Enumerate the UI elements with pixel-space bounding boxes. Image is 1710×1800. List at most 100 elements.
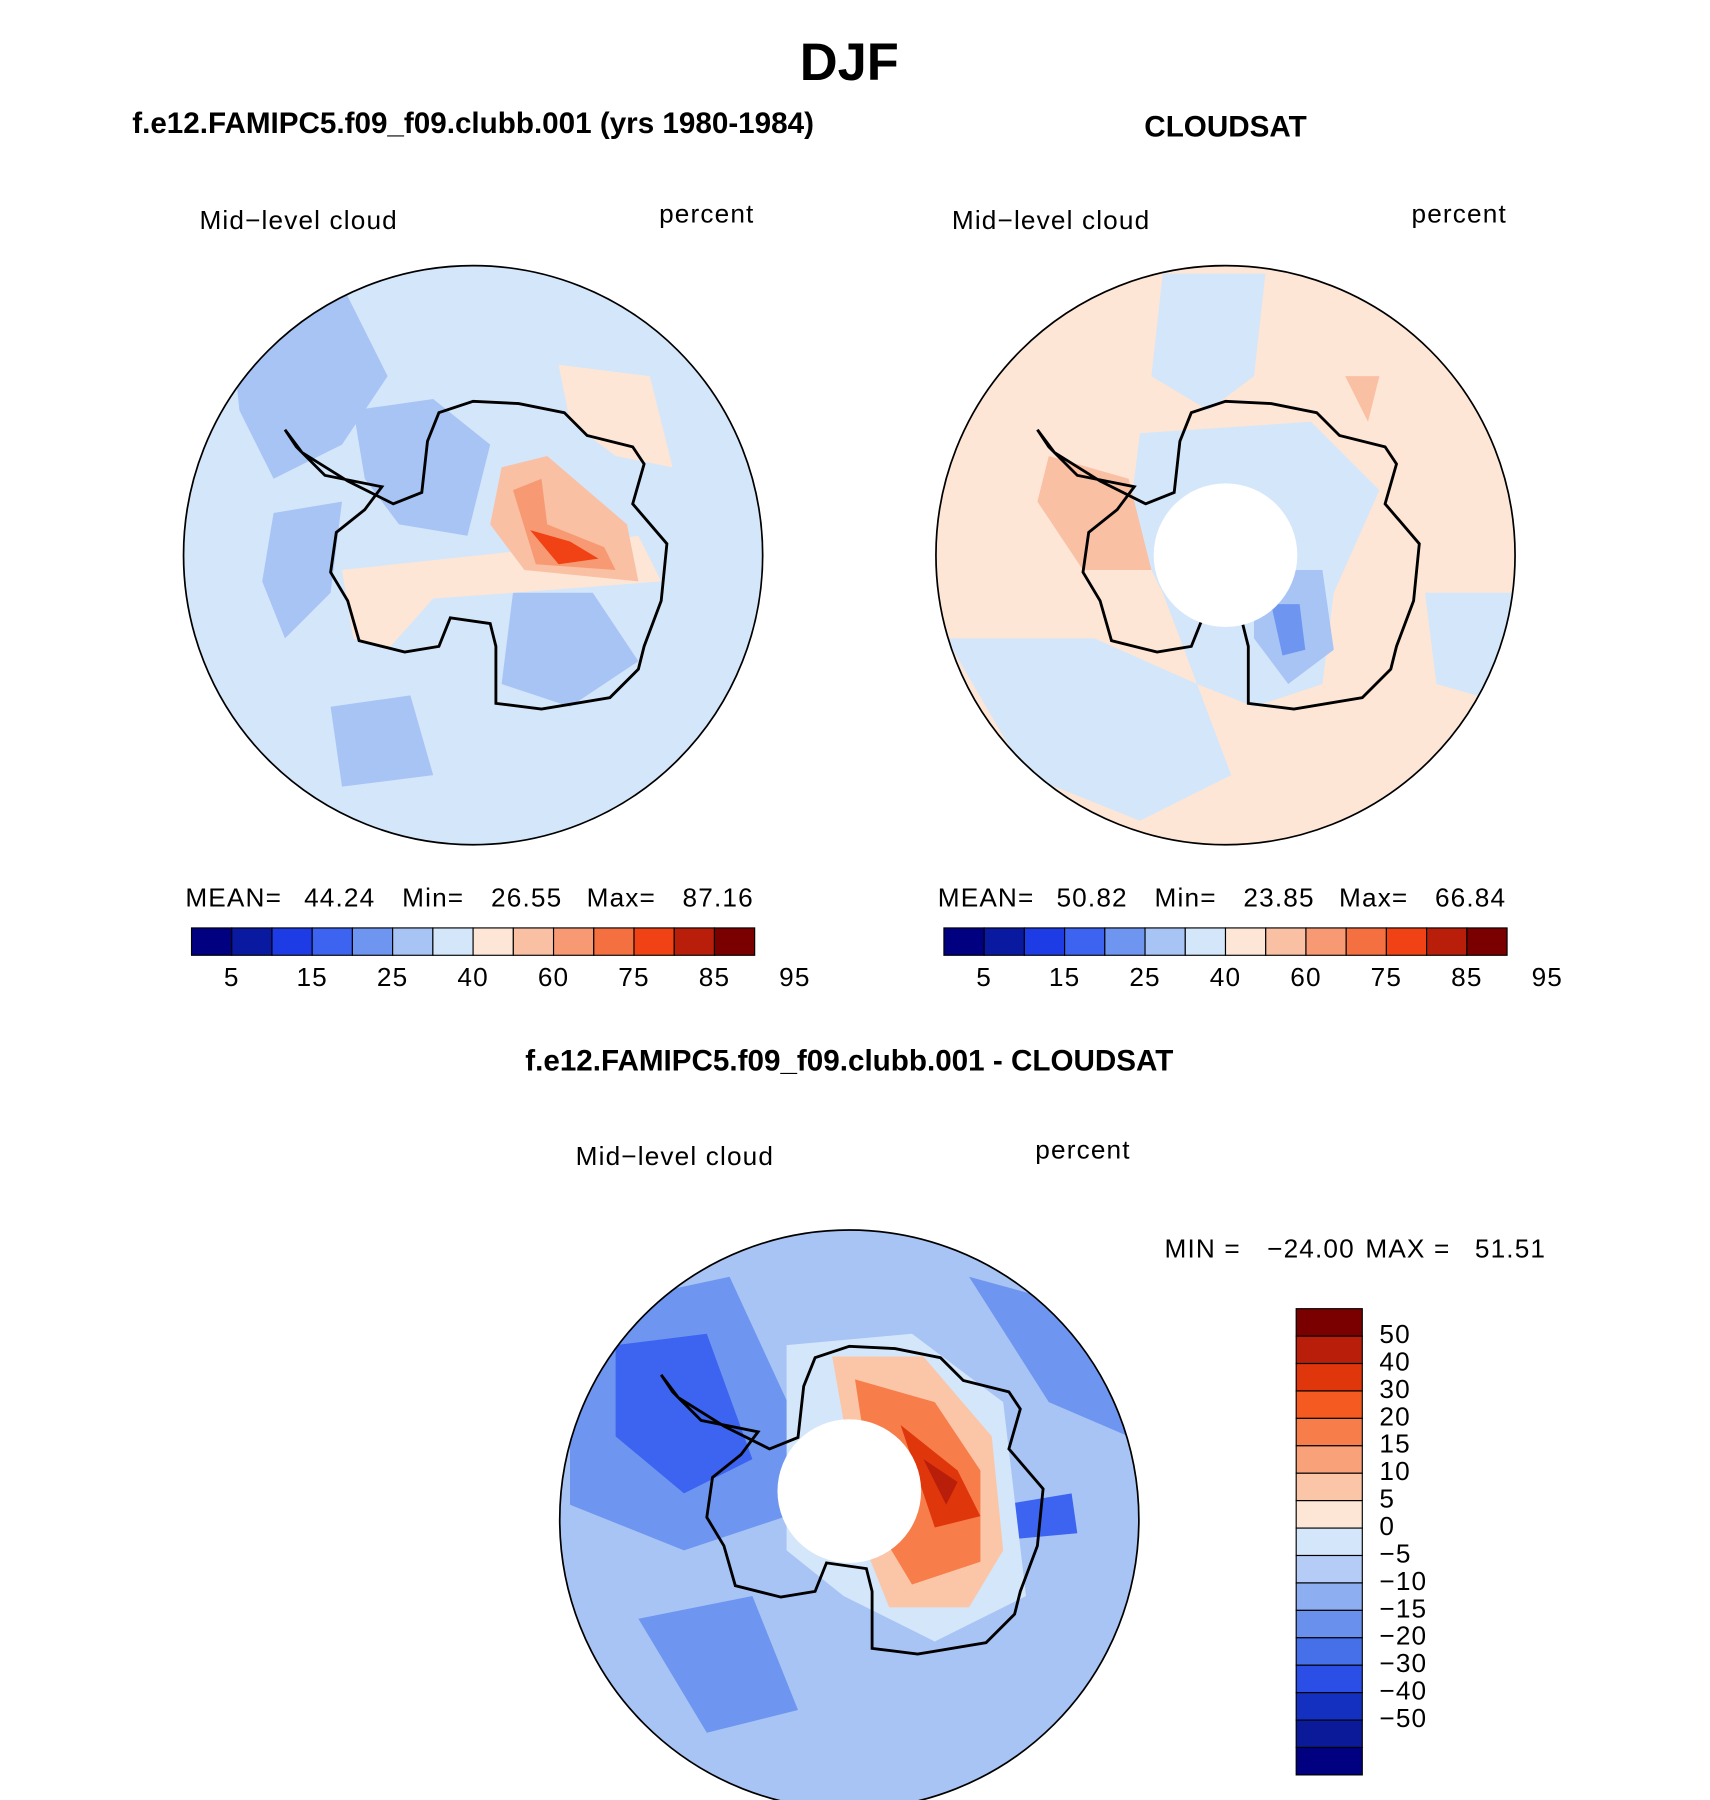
panel-title: f.e12.FAMIPC5.f09_f09.clubb.001 - CLOUDS… (525, 1044, 1173, 1077)
colorbar-box (943, 927, 985, 956)
colorbar-box (432, 927, 474, 956)
colorbar-box (1144, 927, 1186, 956)
stat-text: 26.55 (491, 882, 562, 912)
stat-text: 50.82 (1056, 882, 1127, 912)
colorbar-box (190, 927, 233, 956)
colorbar-box (351, 927, 394, 956)
colorbar-box (633, 927, 675, 956)
variable-label: Mid−level cloud (952, 205, 1150, 235)
colorbar-box (1295, 1554, 1363, 1584)
colorbar-box (1295, 1664, 1363, 1694)
variable-label: Mid−level cloud (576, 1141, 774, 1171)
colorbar-label: −15 (1379, 1593, 1427, 1623)
stat-text: 23.85 (1243, 882, 1314, 912)
colorbar-label: 15 (296, 962, 327, 992)
units-label: percent (1412, 198, 1507, 228)
map-obs (935, 265, 1516, 845)
colorbar-box (271, 927, 313, 956)
colorbar-box (512, 927, 555, 956)
colorbar-box (1295, 1609, 1363, 1639)
colorbar-label: −50 (1379, 1703, 1427, 1733)
colorbar-label: 75 (1371, 962, 1402, 992)
colorbar-label: 25 (1129, 962, 1160, 992)
stat-text: 66.84 (1435, 882, 1506, 912)
colorbar-box (1295, 1719, 1363, 1749)
colorbar-box (1295, 1335, 1363, 1365)
colorbar-box (1224, 927, 1267, 956)
map-difference (559, 1230, 1139, 1800)
colorbar-label: 75 (618, 962, 649, 992)
colorbar-label: 40 (457, 962, 488, 992)
colorbar-box (593, 927, 635, 956)
map-border (935, 264, 1516, 846)
stat-text: −24.00 (1267, 1233, 1355, 1263)
colorbar-box (1064, 927, 1106, 956)
colorbar-box (1385, 927, 1428, 956)
colorbar-box (1295, 1692, 1363, 1721)
colorbar-box (231, 927, 273, 956)
map-border (558, 1229, 1140, 1800)
stat-text: Min= (1155, 882, 1217, 912)
colorbar-box (1295, 1445, 1363, 1474)
colorbar-label: 5 (976, 962, 992, 992)
colorbar-label: 40 (1379, 1346, 1410, 1376)
colorbar-box (1295, 1362, 1363, 1392)
colorbar-box (1295, 1417, 1363, 1447)
map-model (183, 265, 763, 845)
colorbar-box (673, 927, 716, 956)
colorbar-label: 95 (779, 962, 810, 992)
colorbar-box (311, 927, 353, 956)
colorbar-label: 85 (1451, 962, 1482, 992)
colorbar-box (1104, 927, 1146, 956)
variable-label: Mid−level cloud (199, 205, 397, 235)
colorbar-box (1295, 1308, 1363, 1337)
colorbar-label: −10 (1379, 1566, 1427, 1596)
colorbar-label: 95 (1532, 962, 1563, 992)
colorbar-label: 60 (538, 962, 569, 992)
stat-text: Min= (402, 882, 464, 912)
colorbar-label: −5 (1379, 1538, 1411, 1568)
colorbar-label: 25 (377, 962, 408, 992)
colorbar-label: 40 (1210, 962, 1241, 992)
stat-text: 44.24 (304, 882, 375, 912)
colorbar-label: −20 (1379, 1621, 1427, 1651)
colorbar-label: 30 (1379, 1374, 1410, 1404)
colorbar-label: 0 (1379, 1511, 1395, 1541)
colorbar-box (1295, 1500, 1363, 1529)
figure-title: DJF (800, 34, 899, 92)
colorbar-box (983, 927, 1025, 956)
colorbar-box (1265, 927, 1307, 956)
units-label: percent (659, 198, 754, 228)
stat-text: MIN = (1165, 1233, 1241, 1263)
panel-title: f.e12.FAMIPC5.f09_f09.clubb.001 (yrs 198… (132, 107, 814, 140)
stat-text: 51.51 (1475, 1233, 1546, 1263)
colorbar-label: 15 (1049, 962, 1080, 992)
stat-text: MAX = (1365, 1233, 1450, 1263)
map-border (182, 264, 764, 846)
stat-text: Max= (587, 882, 656, 912)
colorbar-box (1295, 1390, 1363, 1419)
colorbar-label: 5 (1379, 1484, 1395, 1514)
colorbar-box (1184, 927, 1227, 956)
colorbar-box (552, 927, 595, 956)
colorbar-box (1295, 1582, 1363, 1611)
colorbar-box (1466, 927, 1508, 956)
colorbar-box (472, 927, 514, 956)
colorbar-label: 60 (1290, 962, 1321, 992)
colorbar-label: 5 (224, 962, 240, 992)
stat-text: MEAN= (938, 882, 1035, 912)
colorbar-label: 15 (1379, 1429, 1410, 1459)
colorbar-box (1295, 1472, 1363, 1502)
stat-text: 87.16 (683, 882, 754, 912)
units-label: percent (1035, 1134, 1130, 1164)
colorbar-box (1023, 927, 1066, 956)
colorbar-box (1295, 1637, 1363, 1666)
colorbar-label: 85 (699, 962, 730, 992)
colorbar-box (1295, 1746, 1363, 1776)
panel-title: CLOUDSAT (1144, 111, 1306, 144)
colorbar-label: 20 (1379, 1401, 1410, 1431)
colorbar-box (1345, 927, 1387, 956)
colorbar-box (1305, 927, 1347, 956)
